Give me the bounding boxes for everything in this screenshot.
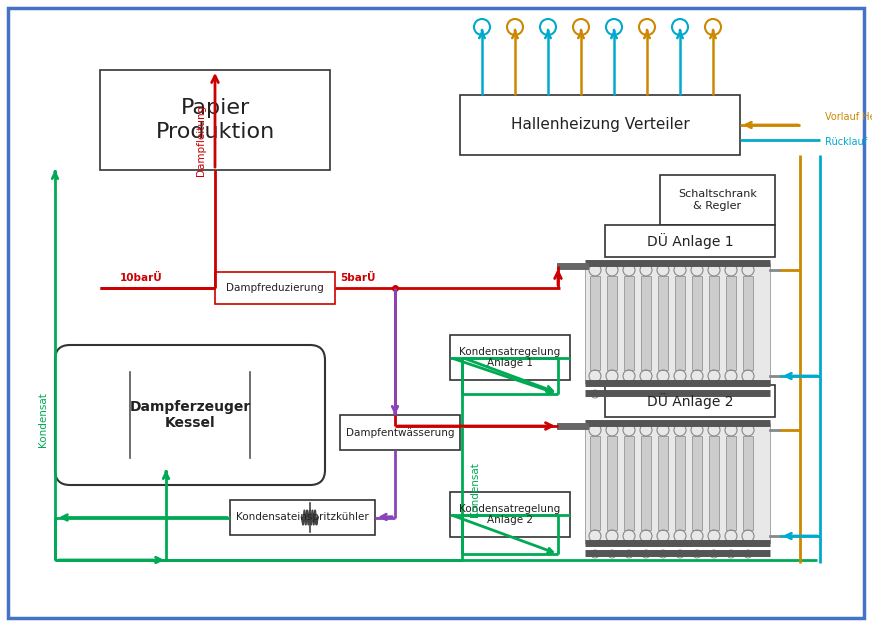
Text: DÜ Anlage 2: DÜ Anlage 2 [647, 393, 733, 409]
Text: Kondensat: Kondensat [470, 463, 480, 518]
FancyBboxPatch shape [55, 345, 325, 485]
FancyBboxPatch shape [709, 436, 719, 530]
FancyBboxPatch shape [743, 276, 753, 370]
FancyBboxPatch shape [607, 436, 617, 530]
FancyBboxPatch shape [590, 436, 600, 530]
Text: Rücklauf: Rücklauf [825, 137, 867, 147]
Text: 5barÜ: 5barÜ [340, 273, 376, 283]
FancyBboxPatch shape [590, 276, 600, 370]
FancyBboxPatch shape [605, 225, 775, 257]
Text: Schaltschrank
& Regler: Schaltschrank & Regler [678, 189, 757, 211]
FancyBboxPatch shape [641, 436, 651, 530]
Text: Dampferzeuger
Kessel: Dampferzeuger Kessel [129, 400, 250, 430]
FancyBboxPatch shape [605, 385, 775, 417]
FancyBboxPatch shape [624, 436, 634, 530]
FancyBboxPatch shape [460, 95, 740, 155]
FancyBboxPatch shape [450, 492, 570, 537]
Text: Kondensatregelung
Anlage 2: Kondensatregelung Anlage 2 [460, 504, 561, 525]
FancyBboxPatch shape [585, 423, 770, 543]
Text: DÜ Anlage 1: DÜ Anlage 1 [647, 233, 733, 249]
FancyBboxPatch shape [658, 276, 668, 370]
FancyBboxPatch shape [660, 175, 775, 225]
FancyBboxPatch shape [450, 335, 570, 380]
FancyBboxPatch shape [692, 436, 702, 530]
Text: Kondensatregelung
Anlage 1: Kondensatregelung Anlage 1 [460, 347, 561, 368]
Text: 10barÜ: 10barÜ [120, 273, 163, 283]
FancyBboxPatch shape [230, 500, 375, 535]
Text: Hallenheizung Verteiler: Hallenheizung Verteiler [511, 118, 690, 133]
Text: Kondensateinspritzkühler: Kondensateinspritzkühler [236, 513, 369, 523]
Text: Papier
Produktion: Papier Produktion [155, 98, 275, 141]
FancyBboxPatch shape [100, 70, 330, 170]
FancyBboxPatch shape [726, 276, 736, 370]
FancyBboxPatch shape [585, 263, 770, 383]
FancyBboxPatch shape [692, 276, 702, 370]
Text: Kondensat: Kondensat [38, 393, 48, 448]
FancyBboxPatch shape [743, 436, 753, 530]
Text: Dampfreduzierung: Dampfreduzierung [226, 283, 324, 293]
FancyBboxPatch shape [215, 272, 335, 304]
FancyBboxPatch shape [624, 276, 634, 370]
FancyBboxPatch shape [607, 276, 617, 370]
FancyBboxPatch shape [658, 436, 668, 530]
Text: Dampfentwässerung: Dampfentwässerung [346, 428, 454, 438]
FancyBboxPatch shape [641, 276, 651, 370]
Text: Vorlauf Heißwasser: Vorlauf Heißwasser [825, 112, 872, 122]
FancyBboxPatch shape [675, 276, 685, 370]
FancyBboxPatch shape [726, 436, 736, 530]
FancyBboxPatch shape [675, 436, 685, 530]
Text: Dampfleitung: Dampfleitung [196, 105, 206, 176]
FancyBboxPatch shape [709, 276, 719, 370]
FancyBboxPatch shape [340, 415, 460, 450]
